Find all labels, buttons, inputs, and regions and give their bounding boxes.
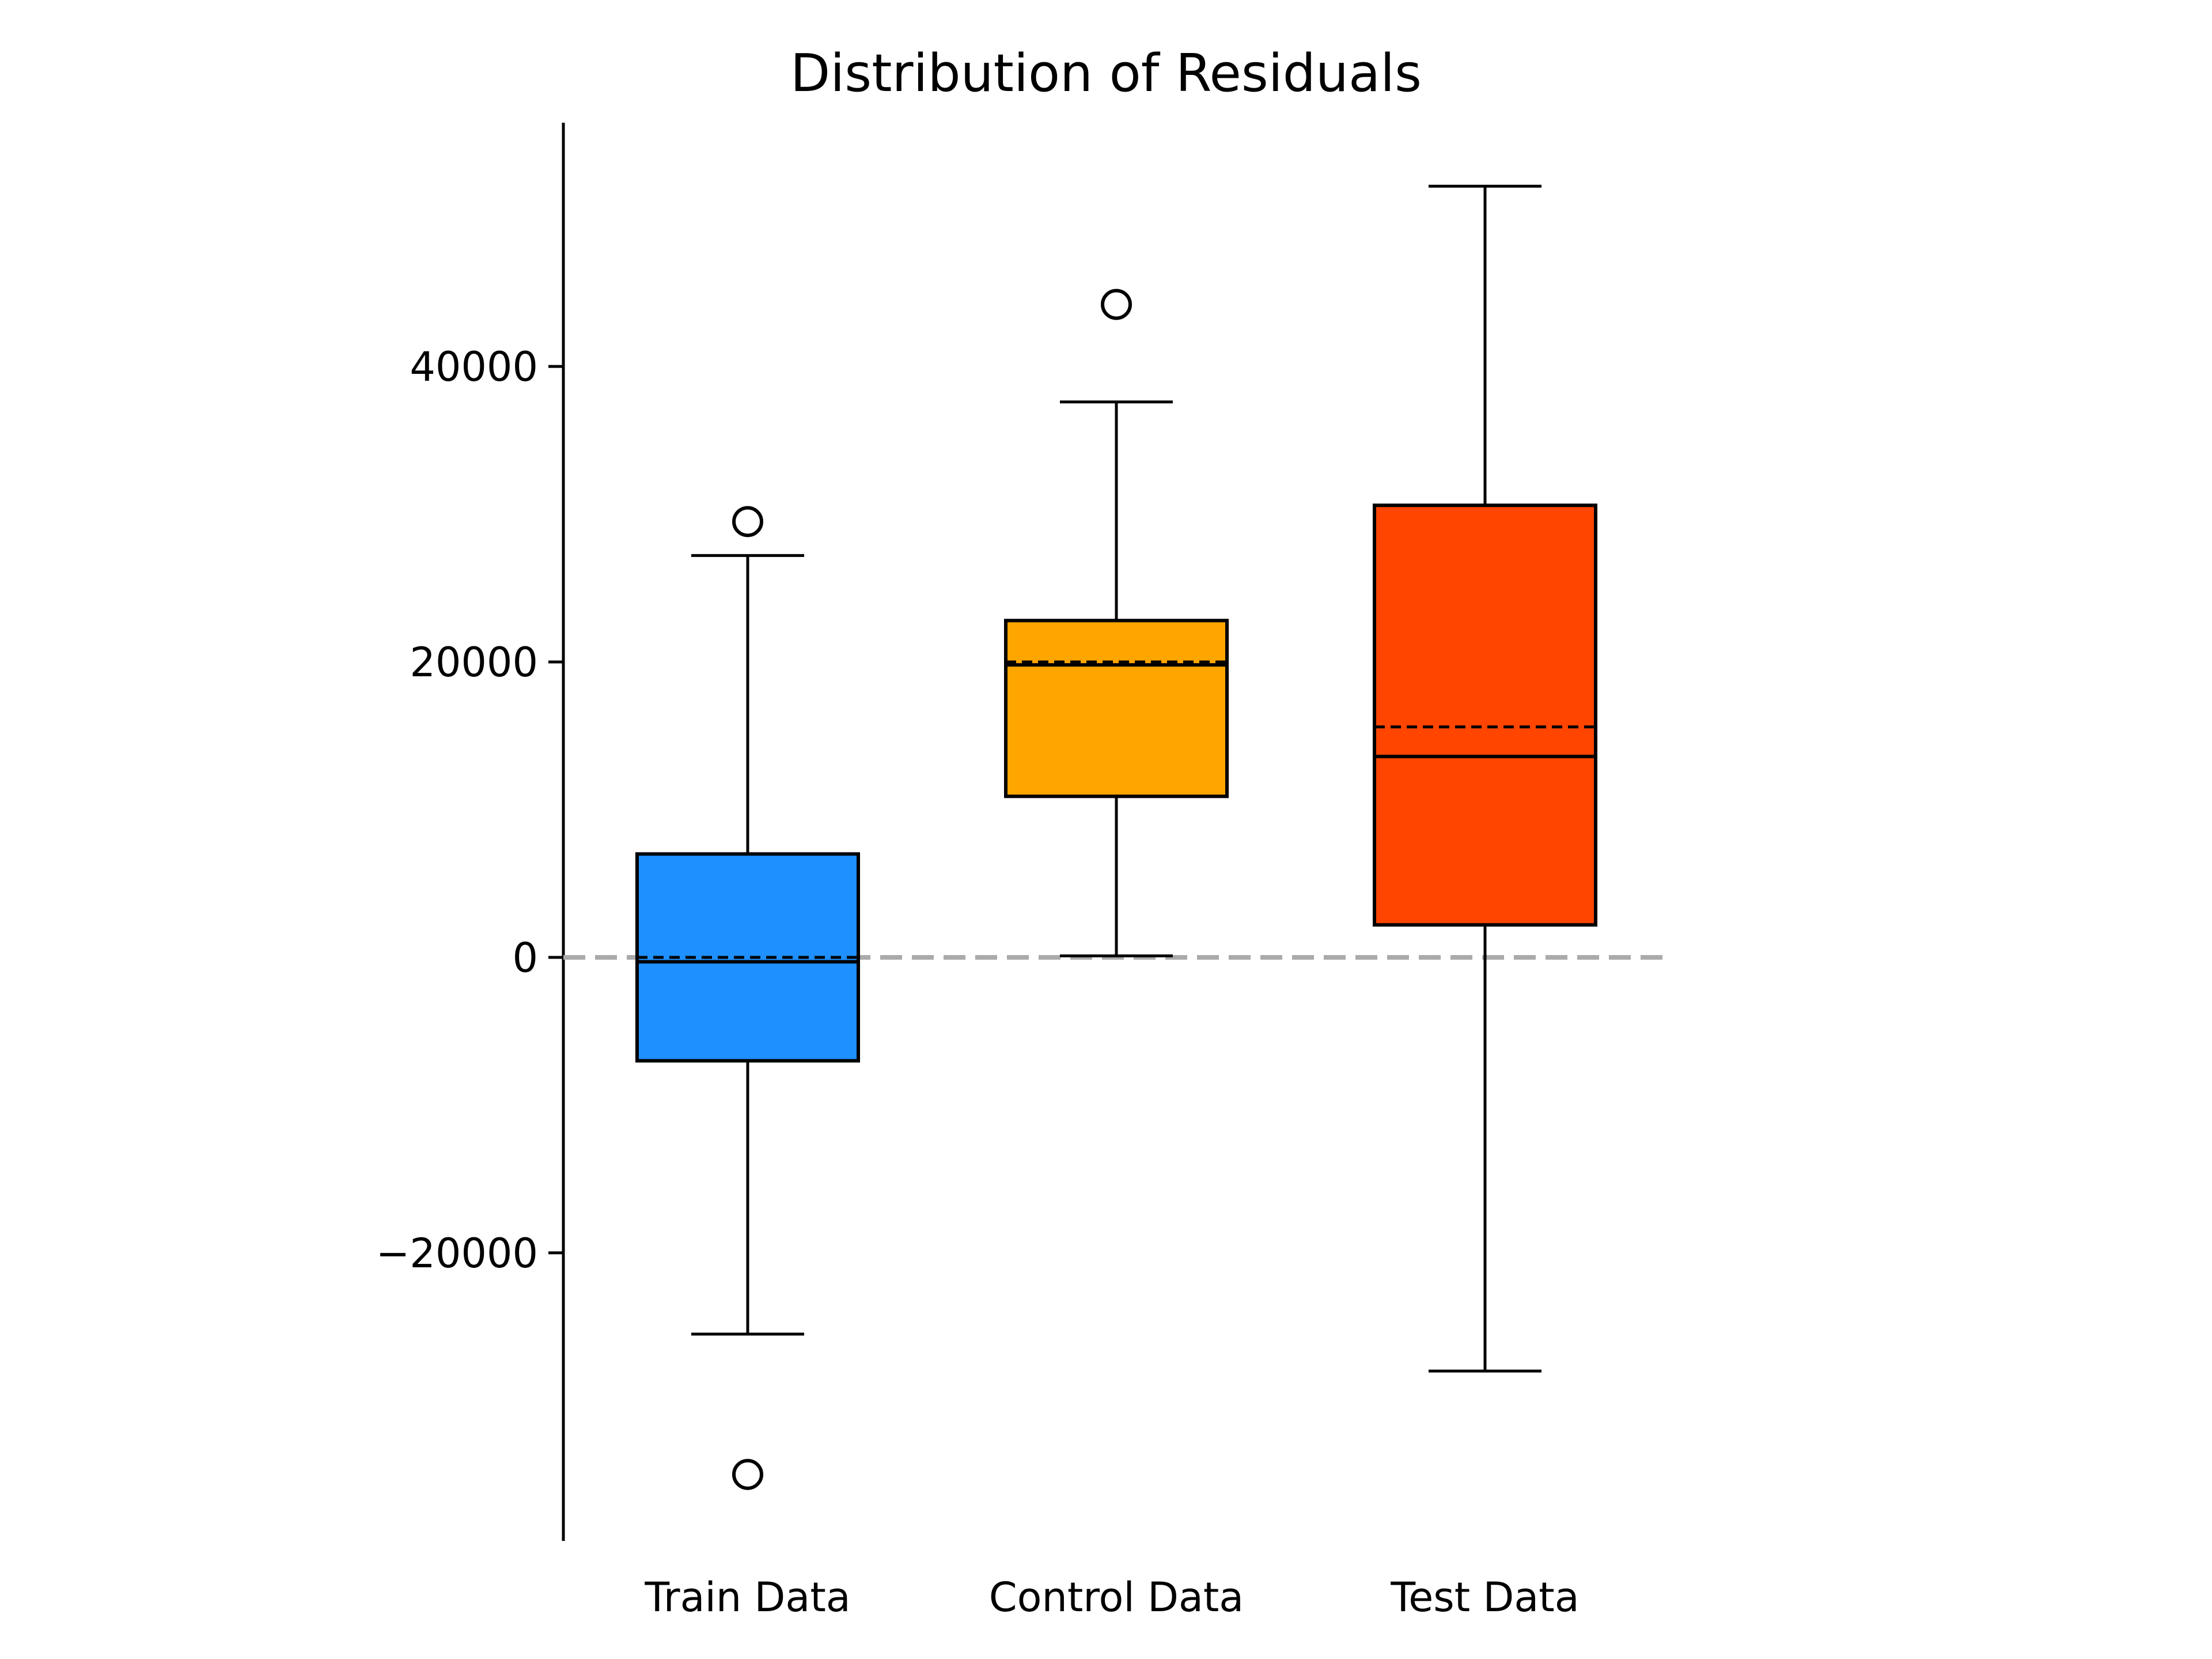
x-tick-label: Control Data <box>989 1574 1244 1621</box>
y-tick-label: 40000 <box>410 343 538 391</box>
x-tick-label: Test Data <box>1390 1574 1579 1621</box>
x-tick-label: Train Data <box>644 1574 850 1621</box>
y-tick-label: 0 <box>512 934 538 982</box>
outlier-point <box>732 506 763 537</box>
y-tick-label: 20000 <box>410 639 538 686</box>
chart-title: Distribution of Residuals <box>790 43 1422 104</box>
y-tick-label: −20000 <box>376 1230 538 1277</box>
box <box>1004 619 1229 798</box>
box <box>1373 503 1597 927</box>
plot-area: −20000 0 20000 40000 Train Data Control Data T… <box>376 123 1671 1621</box>
outlier-point <box>1101 289 1132 320</box>
outlier-point <box>732 1459 763 1490</box>
